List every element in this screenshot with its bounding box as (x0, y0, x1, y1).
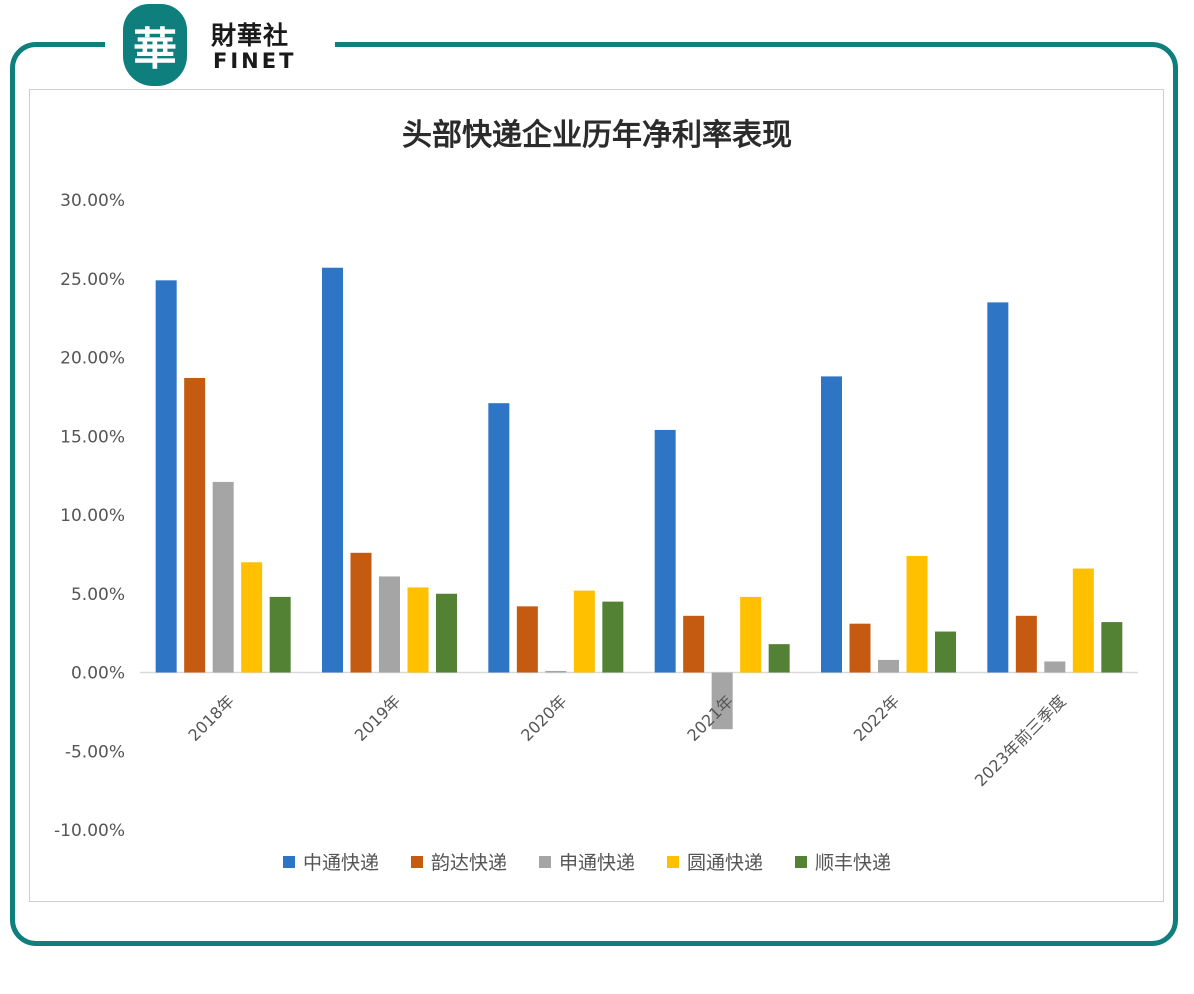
y-tick-label: 10.00% (60, 506, 125, 526)
bar (184, 377, 206, 673)
bar (573, 590, 595, 673)
x-axis: 2018年 2019年 2020年 2021年 2022年 2023年前三季度 (184, 691, 1069, 790)
legend-label: 圆通快递 (687, 852, 763, 874)
bar (906, 555, 928, 673)
y-tick-label: -5.00% (65, 742, 125, 762)
chart-frame (10, 42, 1178, 946)
bar (935, 631, 956, 673)
y-tick-label: 0.00% (71, 664, 125, 684)
bar (322, 267, 343, 673)
legend-swatch (795, 856, 807, 868)
bar (654, 429, 676, 673)
y-tick-label: 25.00% (60, 270, 125, 290)
y-tick-label: 20.00% (60, 349, 125, 369)
bar (711, 672, 733, 730)
bars-group (155, 267, 1123, 730)
y-tick-label: 30.00% (60, 191, 125, 211)
legend-swatch (411, 856, 423, 868)
brand-name-en: FINET (213, 49, 297, 73)
x-tick-label: 2022年 (850, 691, 904, 745)
bar (269, 596, 291, 673)
bar (379, 576, 400, 673)
bar (212, 481, 234, 673)
bar (350, 552, 372, 673)
bar (1101, 622, 1123, 673)
y-tick-label: 15.00% (60, 427, 125, 447)
brand-badge: 華 (123, 4, 187, 86)
bar (768, 644, 790, 673)
legend-swatch (667, 856, 679, 868)
bar (683, 615, 705, 673)
bar (407, 587, 429, 673)
legend-label: 顺丰快递 (815, 852, 891, 874)
bar (849, 623, 871, 673)
brand-logo: 華 財華社 FINET (105, 0, 335, 90)
x-tick-label: 2020年 (517, 691, 571, 745)
x-tick-label: 2019年 (351, 691, 405, 745)
bar (821, 376, 842, 673)
legend-label: 中通快递 (303, 852, 379, 874)
bar (1015, 615, 1037, 673)
bar (155, 280, 177, 673)
bar (488, 403, 510, 673)
x-tick-label: 2018年 (184, 691, 238, 745)
bar (1072, 568, 1094, 673)
legend-label: 申通快递 (559, 852, 635, 874)
bar (516, 606, 538, 673)
bar (602, 601, 624, 673)
bar (987, 302, 1009, 673)
bar (1044, 661, 1066, 673)
legend: 中通快递 韵达快递 申通快递 圆通快递 顺丰快递 (283, 852, 891, 874)
bar (740, 596, 762, 673)
chart-title: 头部快递企业历年净利率表现 (402, 118, 792, 153)
bar (241, 562, 263, 673)
x-tick-label: 2023年前三季度 (971, 691, 1070, 790)
bar (545, 670, 567, 673)
y-tick-label: -10.00% (54, 821, 125, 841)
legend-swatch (283, 856, 295, 868)
bar (436, 593, 457, 673)
y-axis: 30.00% 25.00% 20.00% 15.00% 10.00% 5.00% 0.00%… (54, 191, 125, 841)
bar (878, 659, 899, 673)
legend-label: 韵达快递 (431, 852, 507, 874)
brand-name-cn: 財華社 (211, 21, 290, 50)
y-tick-label: 5.00% (71, 585, 125, 605)
legend-swatch (539, 856, 551, 868)
